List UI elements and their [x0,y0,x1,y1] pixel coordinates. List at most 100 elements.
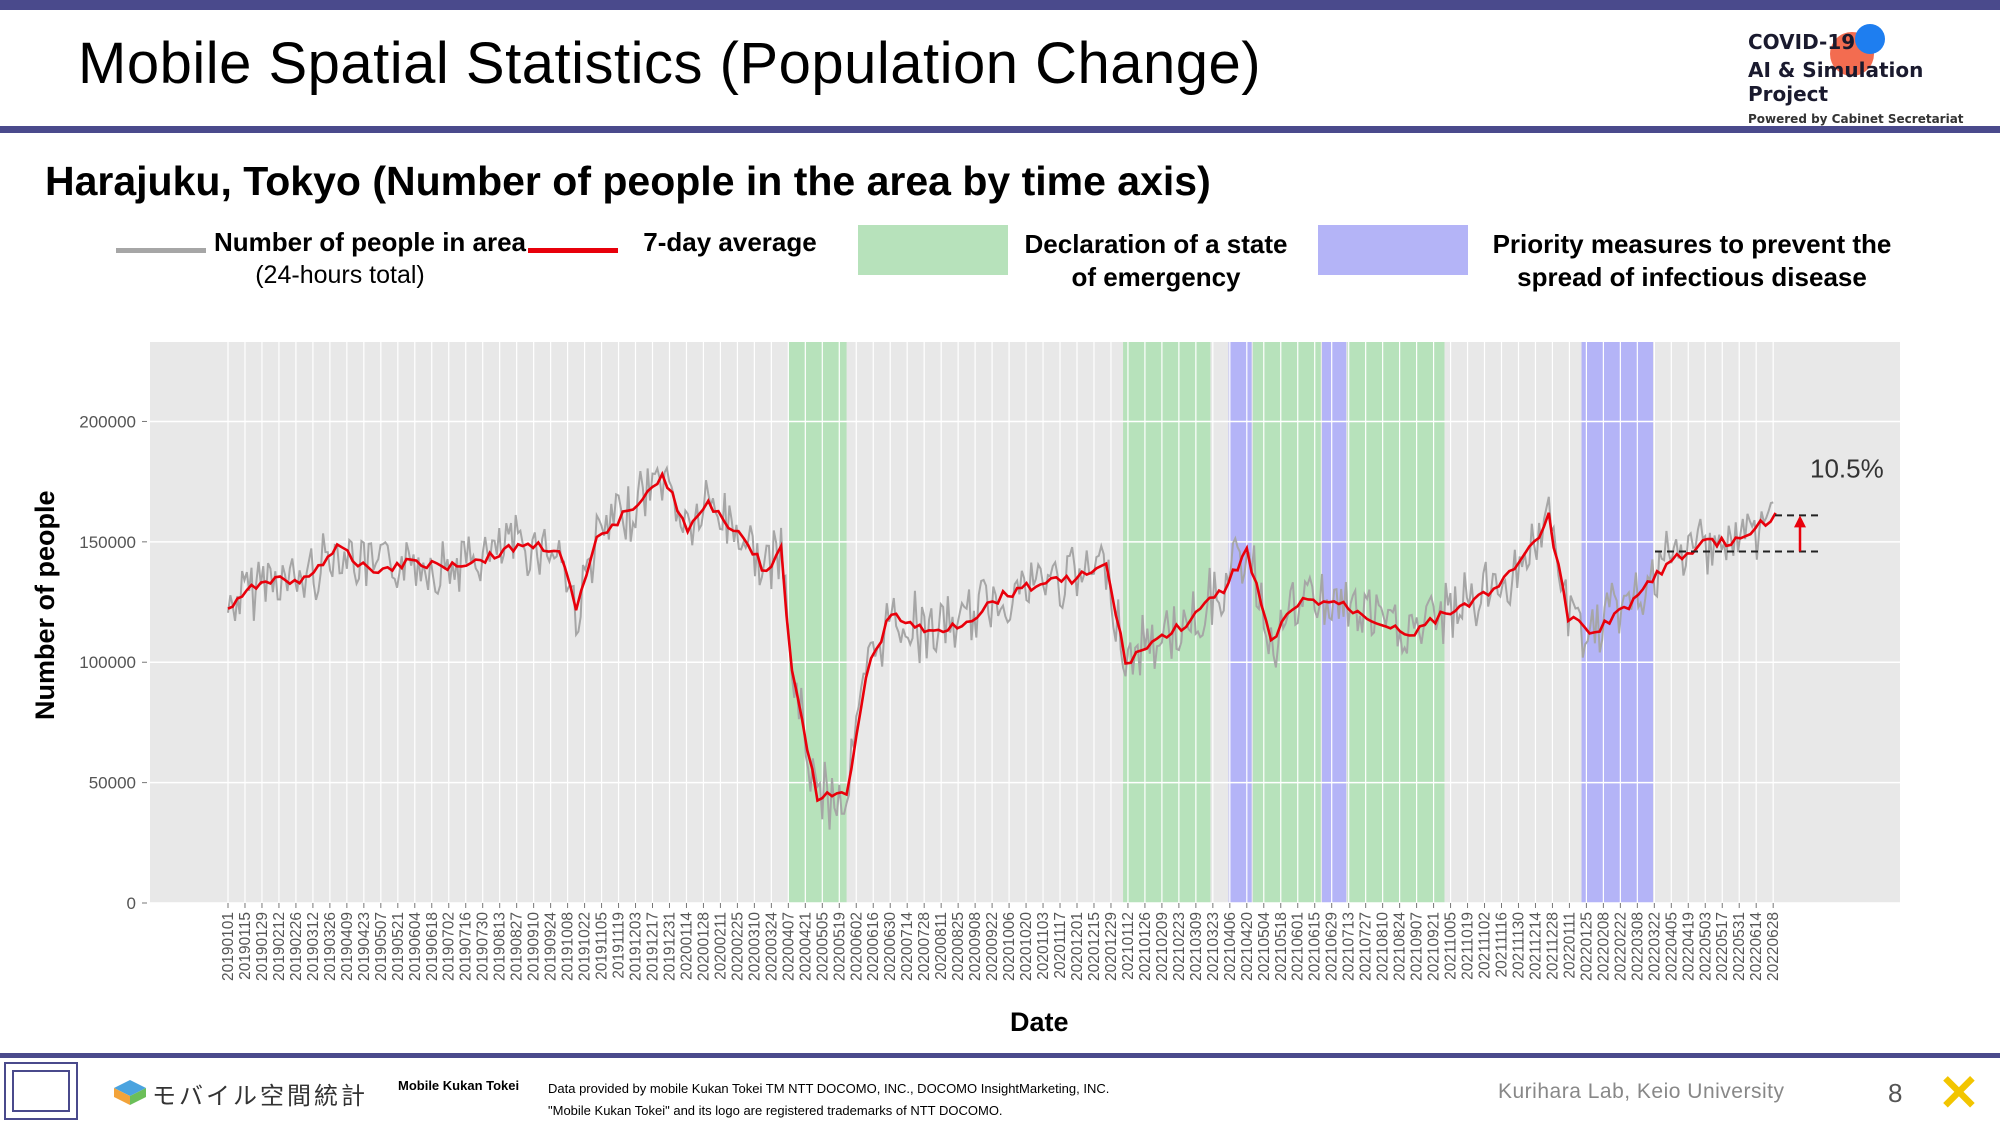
x-tick-label: 20210309 [1188,912,1205,981]
x-tick-label: 20200616 [865,912,882,981]
y-tick-label: 50000 [89,774,136,793]
x-tick-label: 20220531 [1731,912,1748,981]
x-tick-label: 20220125 [1578,912,1595,981]
x-tick-label: 20200421 [797,912,814,981]
shaded-period-0 [788,342,847,903]
footer-credit-line2: "Mobile Kukan Tokei" and its logo are re… [548,1103,1003,1118]
slide-title: Mobile Spatial Statistics (Population Ch… [78,31,1262,96]
x-tick-label: 20190716 [458,912,475,981]
legend-raw-label: Number of people in area [213,227,527,257]
x-tick-label: 20190423 [356,912,373,981]
x-tick-label: 20200630 [882,912,899,981]
x-tick-label: 20211019 [1460,912,1477,980]
x-tick-label: 20210420 [1239,912,1256,981]
x-tick-label: 20220614 [1748,912,1765,981]
legend-priority: Priority measures to prevent the spread … [1474,228,1910,294]
shaded-period-4 [1321,342,1347,903]
logo-line3: Powered by Cabinet Secretariat [1748,112,1964,126]
x-axis-label: Date [1010,1007,1069,1037]
x-tick-label: 20211116 [1494,912,1511,978]
raw-series-line [227,464,1774,830]
legend-priority-swatch [1318,225,1468,275]
x-tick-label: 20210504 [1256,912,1273,981]
x-tick-label: 20211130 [1510,912,1527,979]
shaded-period-2 [1228,342,1252,903]
x-tick-label: 20190924 [543,912,560,981]
x-tick-label: 20200519 [831,912,848,981]
x-tick-label: 20200114 [678,912,695,980]
x-tick-label: 20220322 [1646,912,1663,981]
x-tick-label: 20191231 [661,912,678,981]
x-tick-label: 20201020 [1018,912,1035,981]
x-tick-label: 20220405 [1663,912,1680,981]
x-tick-label: 20210810 [1375,912,1392,981]
legend-avg-label: 7-day average [643,227,817,257]
x-tick-label: 20210518 [1273,912,1290,981]
x-tick-label: 20210406 [1222,912,1239,981]
x-tick-label: 20190226 [288,912,305,981]
x-tick-label: 20220503 [1697,912,1714,981]
x-tick-label: 20190212 [271,912,288,981]
x-tick-label: 20190409 [339,912,356,981]
x-tick-label: 20220308 [1629,912,1646,981]
x-tick-label: 20210112 [1120,912,1137,980]
x-tick-label: 20190129 [254,912,271,981]
x-tick-label: 20210629 [1324,912,1341,981]
legend-emergency: Declaration of a state of emergency [1010,228,1302,294]
x-tick-label: 20200602 [848,912,865,981]
x-tick-label: 20210126 [1137,912,1154,981]
x-tick-label: 20210223 [1171,912,1188,981]
x-tick-label: 20191022 [577,912,594,981]
x-tick-label: 20190813 [492,912,509,981]
x-tick-label: 20200211 [712,912,729,980]
x-tick-label: 20200310 [746,912,763,981]
x-tick-label: 20200324 [763,912,780,981]
legend-raw-sublabel: (24-hours total) [255,261,425,289]
footer-credit: Data provided by mobile Kukan Tokei TM N… [548,1078,1109,1122]
footer-label: Mobile Kukan Tokei [398,1078,520,1093]
x-tick-label: 20200908 [967,912,984,981]
x-tick-label: 20200225 [729,912,746,981]
x-tick-label: 20200825 [950,912,967,981]
x-tick-label: 20190604 [407,912,424,981]
x-logo-icon: ✕ [1938,1065,1980,1121]
mobile-kukan-cube-icon [114,1080,146,1105]
keio-lab-icon [4,1062,78,1120]
chart-subtitle: Harajuku, Tokyo (Number of people in the… [45,158,1211,204]
x-tick-label: 20190521 [390,912,407,981]
x-tick-label: 20220517 [1714,912,1731,981]
x-tick-label: 20190910 [526,912,543,981]
x-tick-label: 20211228 [1544,912,1561,980]
x-tick-label: 20191119 [611,912,628,979]
covid-project-logo: COVID-19 AI & Simulation Project Powered… [1748,30,2000,126]
x-tick-label: 20220111 [1561,912,1578,979]
top-accent-bar [0,0,2000,10]
x-tick-label: 20211005 [1443,912,1460,980]
legend-raw-swatch [116,248,206,253]
x-tick-label: 20201229 [1103,912,1120,981]
logo-blue-dot [1855,24,1885,54]
x-tick-label: 20201117 [1052,912,1069,979]
x-tick-label: 20190507 [373,912,390,981]
logo-line2: AI & Simulation Project [1748,58,1924,106]
x-tick-label: 20220222 [1612,912,1629,981]
y-tick-label: 150000 [79,533,136,552]
x-tick-label: 20210824 [1392,912,1409,981]
x-tick-label: 20190312 [305,912,322,981]
x-tick-label: 20201103 [1035,912,1052,980]
x-tick-label: 20220628 [1765,912,1782,981]
x-tick-label: 20210727 [1358,912,1375,981]
x-tick-label: 20210323 [1205,912,1222,981]
shaded-period-1 [1123,342,1211,903]
x-tick-label: 20190326 [322,912,339,981]
x-tick-label: 20200811 [933,912,950,980]
x-tick-label: 20201006 [1001,912,1018,981]
footer-lab-name: Kurihara Lab, Keio University [1498,1080,1785,1103]
x-tick-label: 20200128 [695,912,712,981]
legend-priority-line2: spread of infectious disease [1517,262,1867,292]
x-tick-label: 20200505 [814,912,831,981]
x-tick-label: 20191105 [594,912,611,980]
x-tick-label: 20200714 [899,912,916,981]
x-tick-label: 20190101 [220,912,237,981]
x-tick-label: 20190730 [475,912,492,981]
